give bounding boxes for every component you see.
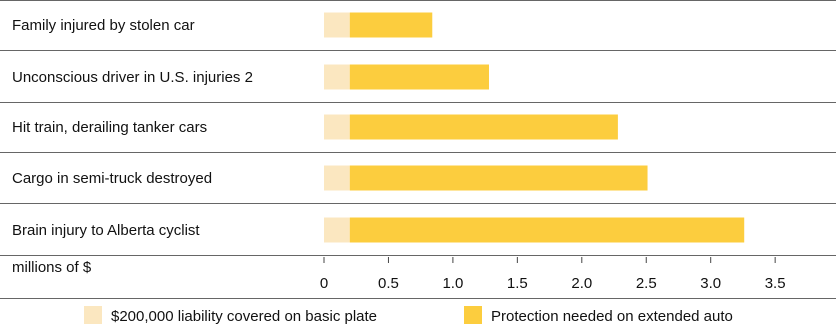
bar-extended-protection (349, 217, 745, 243)
bar-basic-coverage (324, 64, 350, 90)
bar-basic-coverage (324, 12, 350, 38)
bar-extended-protection (349, 64, 489, 90)
x-tick-label: 0.5 (378, 275, 399, 292)
category-label: Cargo in semi-truck destroyed (12, 170, 212, 187)
bar-basic-coverage (324, 217, 350, 243)
legend-label-basic: $200,000 liability covered on basic plat… (111, 308, 377, 325)
bar-extended-protection (349, 12, 433, 38)
bar-basic-coverage (324, 165, 350, 191)
bar-basic-coverage (324, 114, 350, 140)
bar-extended-protection (349, 114, 618, 140)
x-tick-label: 3.5 (765, 275, 786, 292)
x-tick-label: 0 (320, 275, 328, 292)
bar-extended-protection (349, 165, 648, 191)
x-tick-label: 1.0 (442, 275, 463, 292)
x-tick-label: 3.0 (700, 275, 721, 292)
x-axis-label: millions of $ (12, 259, 92, 276)
x-tick-label: 2.5 (636, 275, 657, 292)
x-tick-label: 2.0 (571, 275, 592, 292)
x-tick-label: 1.5 (507, 275, 528, 292)
category-label: Brain injury to Alberta cyclist (12, 222, 200, 239)
category-label: Hit train, derailing tanker cars (12, 119, 207, 136)
legend-swatch-basic (84, 306, 102, 324)
legend-label-extended: Protection needed on extended auto (491, 308, 733, 325)
legend-swatch-extended (464, 306, 482, 324)
category-label: Unconscious driver in U.S. injuries 2 (12, 69, 253, 86)
category-label: Family injured by stolen car (12, 17, 195, 34)
